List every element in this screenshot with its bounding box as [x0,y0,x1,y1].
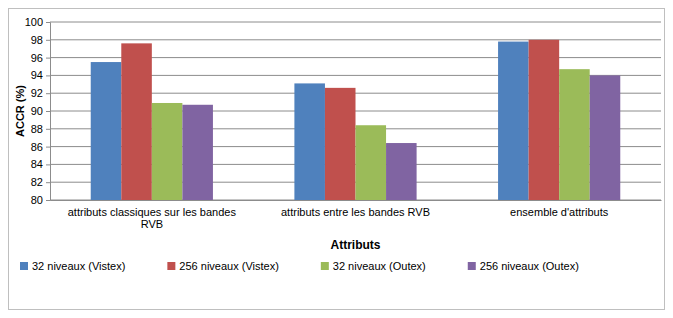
y-tick-mark [46,129,50,130]
y-tick-label: 86 [31,141,43,153]
y-tick-label: 84 [31,158,43,170]
y-tick-label: 98 [31,34,43,46]
x-tick: attributs entre les bandes RVB [281,200,430,218]
y-axis: 80 82 84 86 88 90 92 94 96 98 100 [25,16,51,206]
y-tick: 90 [31,105,50,117]
bar [590,75,621,200]
x-tick-label: ensemble d'attributs [510,206,609,218]
bar-series [121,40,559,200]
chart-frame [9,9,665,310]
grid [50,22,661,200]
chart: 80 82 84 86 88 90 92 94 96 98 100 attributs classiq… [0,0,673,318]
legend-item: 32 niveaux (Outex) [321,260,426,272]
bar [182,105,213,200]
y-axis-title: ACCR (%) [14,85,26,137]
bar [91,62,122,200]
y-tick: 94 [31,69,50,81]
y-tick-mark [46,147,50,148]
x-axis-line [51,200,662,201]
y-tick-mark [46,40,50,41]
legend-swatch [20,262,28,270]
bar [294,83,325,200]
y-tick: 96 [31,52,50,64]
y-tick-label: 96 [31,52,43,64]
legend-label: 256 niveaux (Outex) [480,260,579,272]
y-tick: 88 [31,123,50,135]
legend-item: 256 niveaux (Outex) [468,260,579,272]
y-tick: 82 [31,176,50,188]
bar-series [152,69,590,200]
x-tick: attributs classiques sur les bandesRVB [68,200,237,230]
bar [356,125,387,200]
bars [91,40,621,200]
y-tick: 92 [31,87,50,99]
y-tick-label: 94 [31,69,43,81]
y-tick-mark [46,164,50,165]
legend-item: 32 niveaux (Vistex) [20,260,125,272]
plot: 80 82 84 86 88 90 92 94 96 98 100 attributs classiq… [25,16,662,230]
x-tick-label: attributs classiques sur les bandesRVB [68,206,237,231]
y-tick-mark [46,182,50,183]
grid-line [50,39,661,40]
y-tick-mark [46,93,50,94]
x-axis: attributs classiques sur les bandesRVB at… [51,200,662,230]
bar [559,69,590,200]
y-tick-label: 92 [31,87,43,99]
bar [121,43,152,200]
y-tick-mark [46,75,50,76]
x-tick-label: attributs entre les bandes RVB [281,206,430,218]
x-axis-title: Attributs [331,238,381,252]
bar-series [91,42,529,200]
y-tick-label: 88 [31,123,43,135]
y-tick-label: 100 [25,16,43,28]
legend-label: 32 niveaux (Vistex) [32,260,125,272]
grid-line [50,22,661,23]
legend-label: 256 niveaux (Vistex) [179,260,278,272]
bar [325,88,356,200]
legend-swatch [321,262,329,270]
bar [498,42,529,200]
legend: 32 niveaux (Vistex) 256 niveaux (Vistex) 3… [20,260,579,272]
y-tick: 80 [31,194,50,206]
legend-item: 256 niveaux (Vistex) [167,260,278,272]
y-tick-mark [46,22,50,23]
y-tick: 100 [25,16,50,28]
bar [529,40,560,200]
y-tick-label: 80 [31,194,43,206]
y-tick: 84 [31,158,50,170]
y-tick: 98 [31,34,50,46]
bar-series [182,75,620,200]
y-tick-label: 90 [31,105,43,117]
y-tick-mark [46,111,50,112]
legend-swatch [468,262,476,270]
bar [386,143,417,200]
y-axis-line [46,23,51,201]
legend-label: 32 niveaux (Outex) [333,260,426,272]
y-tick: 86 [31,141,50,153]
y-tick-label: 82 [31,176,43,188]
y-tick-mark [46,200,50,201]
bar [152,103,183,200]
y-tick-mark [46,58,50,59]
x-tick: ensemble d'attributs [510,200,609,218]
legend-swatch [167,262,175,270]
